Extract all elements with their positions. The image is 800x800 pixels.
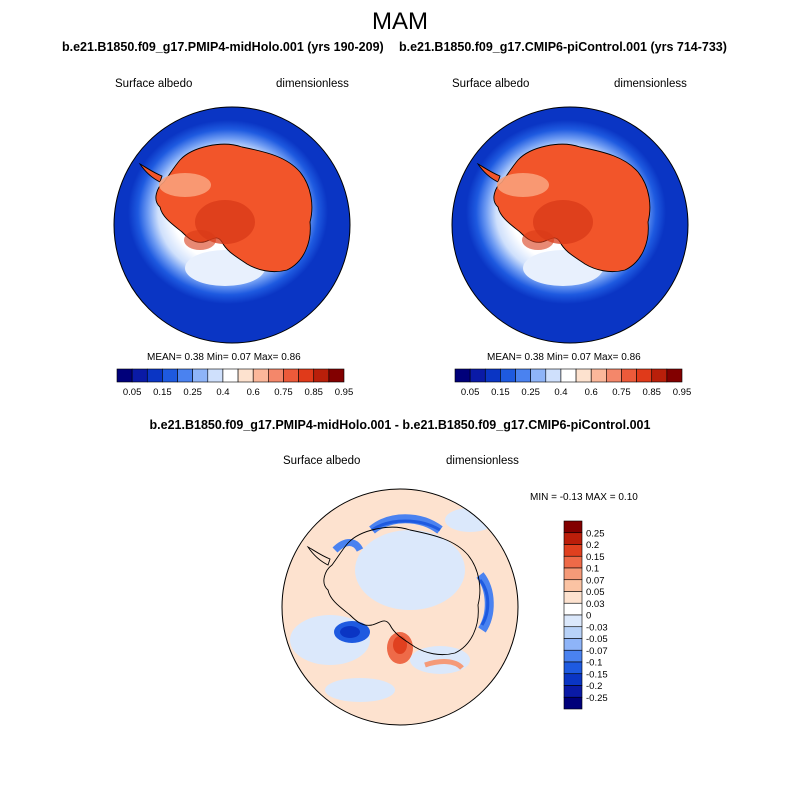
panel1-units-label: dimensionless bbox=[276, 78, 349, 90]
colorbar-box bbox=[563, 555, 583, 569]
colorbar-label: -0.05 bbox=[586, 634, 608, 645]
colorbar-label: 0.25 bbox=[183, 387, 202, 398]
colorbar-label: 0.25 bbox=[586, 528, 605, 539]
colorbar-label: 0.85 bbox=[642, 387, 661, 398]
panel2-variable-label: Surface albedo bbox=[452, 78, 530, 90]
panel1-colorbar: 0.05 0.15 0.25 0.4 0.6 0.75 0.85 0.95 bbox=[116, 368, 354, 398]
colorbar-box bbox=[162, 368, 178, 383]
difference-units-label: dimensionless bbox=[446, 455, 519, 467]
colorbar-label: 0.15 bbox=[153, 387, 172, 398]
panel2-map bbox=[451, 106, 689, 344]
colorbar-box bbox=[469, 368, 486, 383]
difference-title: b.e21.B1850.f09_g17.PMIP4-midHolo.001 - … bbox=[149, 418, 651, 432]
colorbar-box bbox=[328, 368, 345, 383]
colorbar-box bbox=[563, 579, 583, 592]
colorbar-label: 0.03 bbox=[586, 599, 605, 610]
colorbar-box bbox=[563, 544, 583, 557]
colorbar-label: 0.6 bbox=[585, 387, 598, 398]
colorbar-box bbox=[563, 602, 583, 616]
colorbar-box bbox=[192, 368, 209, 383]
colorbar-box bbox=[252, 368, 269, 383]
colorbar-box bbox=[515, 368, 531, 383]
colorbar-label: 0.95 bbox=[673, 387, 692, 398]
colorbar-box bbox=[651, 368, 668, 383]
colorbar-box bbox=[563, 638, 583, 651]
colorbar-box bbox=[177, 368, 193, 383]
colorbar-box bbox=[563, 520, 583, 534]
colorbar-box bbox=[563, 591, 583, 604]
colorbar-box bbox=[563, 696, 583, 710]
panel2-case-title: b.e21.B1850.f09_g17.CMIP6-piControl.001 … bbox=[399, 40, 727, 54]
colorbar-box bbox=[575, 368, 592, 383]
colorbar-box bbox=[268, 368, 284, 383]
panel1-variable-label: Surface albedo bbox=[115, 78, 193, 90]
colorbar-label: 0.4 bbox=[554, 387, 567, 398]
colorbar-box bbox=[590, 368, 607, 383]
colorbar-label: 0.6 bbox=[247, 387, 260, 398]
colorbar-box bbox=[560, 368, 577, 383]
colorbar-box bbox=[621, 368, 637, 383]
colorbar-label: -0.15 bbox=[586, 669, 608, 680]
colorbar-box bbox=[563, 567, 583, 581]
colorbar-box bbox=[207, 368, 224, 383]
colorbar-box bbox=[131, 368, 148, 383]
colorbar-box bbox=[563, 626, 583, 639]
colorbar-box bbox=[146, 368, 163, 383]
difference-variable-label: Surface albedo bbox=[283, 455, 361, 467]
colorbar-label: 0.15 bbox=[491, 387, 510, 398]
colorbar-box bbox=[563, 649, 583, 663]
colorbar-box bbox=[563, 532, 583, 545]
colorbar-label: 0.1 bbox=[586, 564, 599, 575]
colorbar-label: -0.1 bbox=[586, 658, 602, 669]
colorbar-box bbox=[222, 368, 239, 383]
colorbar-box bbox=[666, 368, 683, 383]
colorbar-box bbox=[563, 685, 583, 698]
colorbar-box bbox=[563, 614, 583, 628]
colorbar-label: 0.05 bbox=[586, 587, 605, 598]
colorbar-box bbox=[237, 368, 254, 383]
colorbar-label: 0.07 bbox=[586, 575, 605, 586]
colorbar-label: 0.75 bbox=[274, 387, 293, 398]
panel1-stats: MEAN= 0.38 Min= 0.07 Max= 0.86 bbox=[147, 352, 301, 363]
colorbar-box bbox=[563, 673, 583, 686]
panel1-map bbox=[113, 106, 351, 344]
difference-stats: MIN = -0.13 MAX = 0.10 bbox=[530, 492, 638, 503]
colorbar-label: -0.07 bbox=[586, 646, 608, 657]
colorbar-label: 0.15 bbox=[586, 552, 605, 563]
colorbar-label: 0.25 bbox=[521, 387, 540, 398]
panel2-stats: MEAN= 0.38 Min= 0.07 Max= 0.86 bbox=[487, 352, 641, 363]
colorbar-label: 0.2 bbox=[586, 540, 599, 551]
colorbar-box bbox=[313, 368, 330, 383]
colorbar-label: 0 bbox=[586, 611, 591, 622]
panel2-colorbar: 0.05 0.15 0.25 0.4 0.6 0.75 0.85 0.95 bbox=[454, 368, 692, 398]
colorbar-box bbox=[636, 368, 653, 383]
difference-colorbar: 0.250.20.150.10.070.050.030-0.03-0.05-0.… bbox=[563, 520, 608, 710]
colorbar-box bbox=[116, 368, 133, 383]
colorbar-box bbox=[606, 368, 622, 383]
colorbar-box bbox=[454, 368, 471, 383]
colorbar-label: -0.25 bbox=[586, 693, 608, 704]
colorbar-label: 0.85 bbox=[304, 387, 323, 398]
colorbar-label: -0.2 bbox=[586, 681, 602, 692]
panel2-units-label: dimensionless bbox=[614, 78, 687, 90]
figure-title: MAM bbox=[372, 8, 428, 35]
colorbar-box bbox=[563, 661, 583, 675]
colorbar-box bbox=[283, 368, 299, 383]
panel1-case-title: b.e21.B1850.f09_g17.PMIP4-midHolo.001 (y… bbox=[62, 40, 384, 54]
colorbar-box bbox=[298, 368, 315, 383]
colorbar-label: 0.75 bbox=[612, 387, 631, 398]
difference-map bbox=[281, 488, 519, 726]
colorbar-label: 0.95 bbox=[335, 387, 354, 398]
colorbar-label: -0.03 bbox=[586, 622, 608, 633]
colorbar-box bbox=[530, 368, 547, 383]
colorbar-label: 0.4 bbox=[216, 387, 229, 398]
colorbar-box bbox=[484, 368, 501, 383]
colorbar-label: 0.05 bbox=[123, 387, 142, 398]
colorbar-label: 0.05 bbox=[461, 387, 480, 398]
colorbar-box bbox=[545, 368, 562, 383]
colorbar-box bbox=[500, 368, 516, 383]
